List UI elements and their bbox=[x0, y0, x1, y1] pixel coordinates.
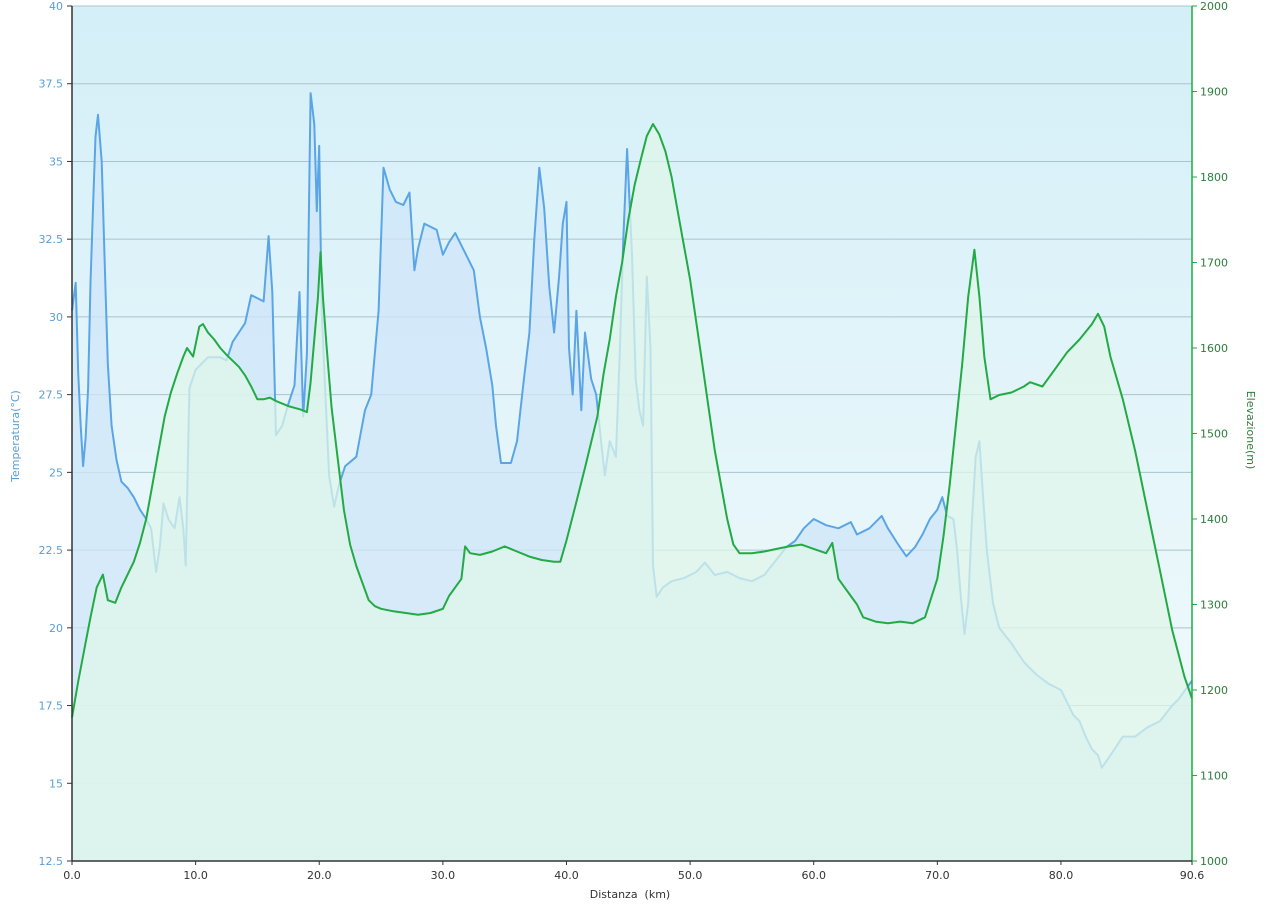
left-tick-label: 12.5 bbox=[39, 855, 64, 868]
left-tick-label: 25 bbox=[49, 466, 63, 479]
elevation-area bbox=[72, 124, 1192, 861]
right-tick-label: 1800 bbox=[1200, 171, 1228, 184]
left-tick-label: 22.5 bbox=[39, 544, 64, 557]
x-tick-label: 70.0 bbox=[925, 869, 950, 882]
left-axis-ticks: 12.5 15 17.5 20 22.5 25 27.5 30 32.5 35 37.5 40 bbox=[39, 0, 72, 868]
right-tick-label: 1100 bbox=[1200, 770, 1228, 783]
right-tick-label: 2000 bbox=[1200, 0, 1228, 13]
x-tick-label: 60.0 bbox=[801, 869, 826, 882]
left-axis-label: Temperatura(°C) bbox=[9, 390, 22, 483]
right-tick-label: 1200 bbox=[1200, 684, 1228, 697]
right-tick-label: 1600 bbox=[1200, 342, 1228, 355]
right-tick-label: 1900 bbox=[1200, 86, 1228, 99]
elevation-series bbox=[71, 123, 1193, 861]
left-tick-label: 30 bbox=[49, 311, 63, 324]
x-tick-label: 30.0 bbox=[431, 869, 456, 882]
elevation-line bbox=[71, 123, 1193, 718]
x-tick-label: 20.0 bbox=[307, 869, 332, 882]
x-tick-label: 50.0 bbox=[678, 869, 703, 882]
right-tick-label: 1400 bbox=[1200, 513, 1228, 526]
x-tick-label: 40.0 bbox=[554, 869, 579, 882]
right-axis-label: Elevazione(m) bbox=[1244, 391, 1257, 470]
right-tick-label: 1700 bbox=[1200, 257, 1228, 270]
x-axis-ticks: 0.0 10.0 20.0 30.0 40.0 50.0 60.0 70.0 80.0 90.6 bbox=[63, 861, 1204, 882]
left-tick-label: 17.5 bbox=[39, 700, 64, 713]
x-tick-label: 90.6 bbox=[1180, 869, 1205, 882]
left-tick-label: 20 bbox=[49, 622, 63, 635]
right-axis-ticks: 1000 1100 1200 1300 1400 1500 1600 1700 1800 1900… bbox=[1192, 0, 1228, 868]
right-tick-label: 1500 bbox=[1200, 428, 1228, 441]
right-tick-label: 1000 bbox=[1200, 855, 1228, 868]
right-tick-label: 1300 bbox=[1200, 599, 1228, 612]
x-axis-label: Distanza (km) bbox=[590, 888, 670, 901]
left-tick-label: 27.5 bbox=[39, 389, 64, 402]
left-tick-label: 35 bbox=[49, 155, 63, 168]
left-tick-label: 40 bbox=[49, 0, 63, 13]
left-tick-label: 32.5 bbox=[39, 233, 64, 246]
left-tick-label: 37.5 bbox=[39, 78, 64, 91]
x-tick-label: 0.0 bbox=[63, 869, 81, 882]
x-tick-label: 10.0 bbox=[183, 869, 208, 882]
x-tick-label: 80.0 bbox=[1049, 869, 1074, 882]
left-tick-label: 15 bbox=[49, 777, 63, 790]
